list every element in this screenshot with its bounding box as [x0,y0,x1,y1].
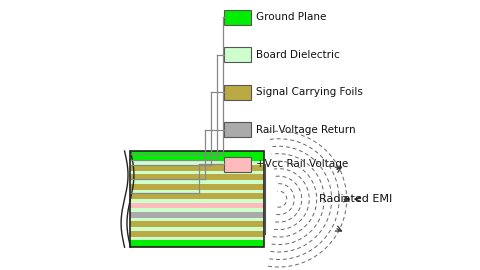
Bar [131,171,264,174]
Bar [131,199,264,202]
Text: +Vcc Rail Voltage: +Vcc Rail Voltage [256,159,348,169]
Bar [131,180,264,184]
Bar [131,227,264,231]
Text: Signal Carrying Foils: Signal Carrying Foils [256,87,363,97]
Text: Ground Plane: Ground Plane [256,12,326,22]
Bar [131,190,264,193]
Bar [131,221,264,227]
Text: Rail Voltage Return: Rail Voltage Return [256,125,356,135]
Bar [131,231,264,237]
Bar [131,240,264,247]
Bar [224,157,251,172]
Bar [131,212,264,218]
Bar [131,218,264,221]
Bar [131,184,264,190]
Bar [131,193,264,199]
Bar [224,122,251,137]
Bar [224,10,251,25]
Bar [131,174,264,180]
Bar [131,151,264,161]
Bar [131,208,264,212]
Text: Radiated EMI: Radiated EMI [319,194,392,204]
Bar [131,165,264,171]
Bar [131,151,264,247]
Bar [224,48,251,62]
Bar [131,202,264,208]
Bar [224,85,251,100]
Text: Board Dielectric: Board Dielectric [256,50,340,60]
Bar [131,237,264,240]
Bar [131,161,264,165]
